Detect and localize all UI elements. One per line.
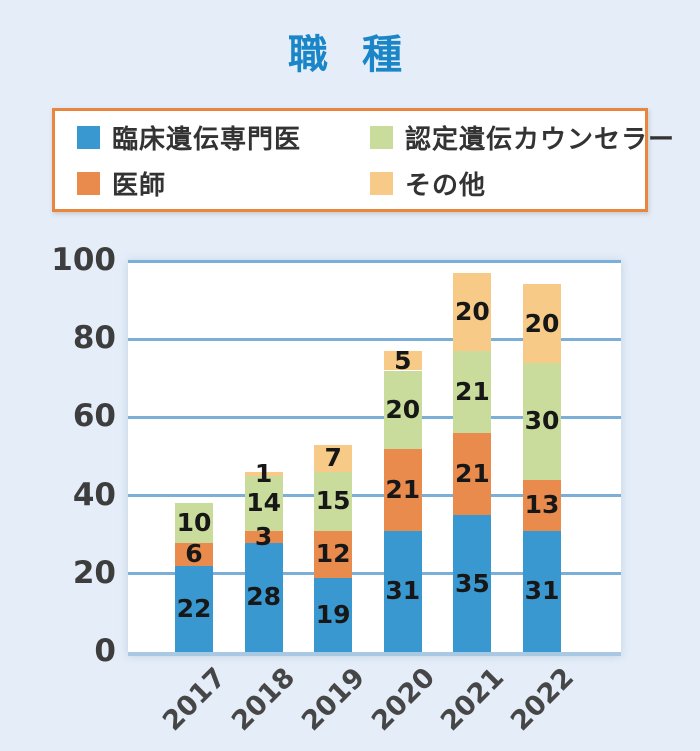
value-label: 14 [246, 488, 281, 518]
value-label: 21 [454, 376, 490, 406]
ytick-label-80: 80 [72, 320, 116, 357]
gridline-100 [128, 259, 621, 263]
value-label: 6 [185, 539, 203, 569]
bar-2018-segment-1 [244, 530, 283, 543]
legend-swatch-icon [77, 125, 100, 149]
chart-title: 職 種 [288, 32, 412, 78]
value-label: 19 [315, 599, 351, 629]
bar-2018-segment-0 [244, 542, 283, 652]
xtick-label-2017: 2017 [156, 662, 232, 738]
ytick-label-100: 100 [51, 242, 116, 278]
bar-2022-segment-0 [523, 530, 561, 652]
xtick-label-2022: 2022 [504, 662, 580, 738]
value-label: 30 [524, 406, 560, 436]
value-label: 13 [524, 490, 560, 520]
legend-item-2: 医師 [77, 161, 370, 205]
legend-label: 認定遺伝カウンセラー [405, 124, 676, 155]
xtick-label-2018: 2018 [226, 662, 302, 738]
ytick-label-0: 0 [94, 633, 116, 669]
value-label: 35 [454, 568, 490, 598]
ytick-label-60: 60 [72, 398, 116, 435]
xtick-label-2020: 2020 [365, 662, 441, 738]
bar-2020-segment-0 [383, 530, 422, 652]
bar-2022-segment-3 [523, 284, 561, 363]
legend-item-3: その他 [370, 161, 675, 205]
legend-swatch-icon [370, 125, 393, 149]
bar-2021-segment-0 [453, 515, 492, 652]
value-label: 3 [254, 521, 273, 551]
bar-2021-segment-3 [453, 272, 492, 351]
value-label: 7 [324, 443, 342, 473]
legend-swatch-icon [370, 171, 393, 195]
value-label: 21 [385, 474, 421, 504]
xtick-label-2021: 2021 [435, 662, 511, 738]
value-label: 21 [454, 459, 490, 489]
bar-2021-segment-2 [453, 350, 492, 434]
legend-label: 医師 [112, 170, 167, 201]
legend-swatch-icon [77, 171, 100, 195]
value-label: 20 [454, 296, 490, 326]
bar-2018-segment-3 [244, 472, 283, 477]
value-label: 5 [394, 345, 412, 375]
gridline-20 [128, 572, 621, 576]
gridline-80 [128, 337, 621, 341]
bar-2018-segment-2 [244, 476, 283, 531]
plot-area: 22 6 10 28 3 14 1 19 12 15 7 31 21 20 5 35 21 21 20 31 13 30 2… [128, 259, 621, 656]
value-label: 1 [254, 459, 273, 489]
legend: 臨床遺伝専門医 認定遺伝カウンセラー医師 その他 [52, 108, 674, 212]
value-label: 31 [524, 576, 560, 606]
value-label: 20 [524, 308, 560, 338]
bar-2017-segment-1 [175, 542, 213, 566]
bar-2021-segment-1 [453, 433, 492, 516]
bar-2019-segment-0 [314, 577, 353, 652]
ytick-label-20: 20 [72, 554, 116, 591]
legend-label: その他 [405, 170, 487, 201]
bar-2020-segment-1 [383, 448, 422, 531]
value-label: 20 [385, 394, 421, 424]
bar-2017-segment-0 [175, 565, 213, 652]
bar-2022-segment-1 [523, 479, 561, 531]
bar-2022-segment-2 [523, 362, 561, 480]
gridline-60 [128, 415, 621, 419]
gridline-40 [128, 494, 621, 498]
bar-2020-segment-2 [383, 370, 422, 449]
bar-2019-segment-2 [314, 472, 353, 531]
bar-2019-segment-1 [314, 530, 353, 578]
bar-2020-segment-3 [383, 350, 422, 371]
value-label: 28 [246, 582, 281, 612]
value-label: 10 [176, 507, 212, 537]
value-label: 15 [315, 486, 351, 516]
value-label: 12 [315, 539, 351, 569]
legend-label: 臨床遺伝専門医 [112, 124, 302, 155]
xtick-label-2019: 2019 [296, 662, 372, 738]
legend-item-1: 認定遺伝カウンセラー [370, 115, 675, 159]
value-label: 22 [176, 593, 212, 623]
legend-item-0: 臨床遺伝専門医 [77, 115, 370, 159]
bar-2017-segment-2 [175, 503, 213, 543]
ytick-label-40: 40 [72, 476, 116, 513]
value-label: 31 [385, 576, 421, 606]
bar-2019-segment-3 [314, 444, 353, 473]
